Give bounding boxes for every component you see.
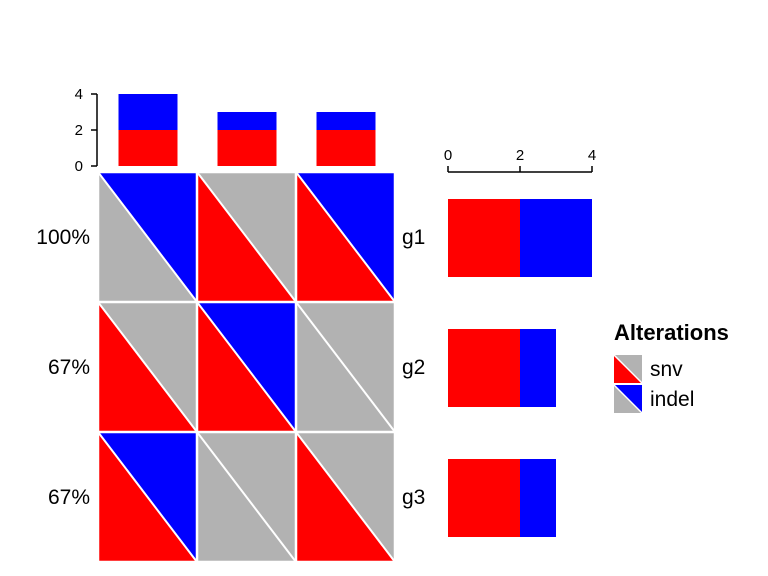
cell-diagonal — [97, 171, 198, 303]
legend-item-snv: snv — [613, 354, 683, 384]
gene-name-label: g1 — [402, 226, 425, 249]
legend-title: Alterations — [614, 320, 729, 345]
cell-diagonal — [196, 301, 297, 433]
matrix-cell — [97, 431, 198, 563]
right-axis-tick-label: 2 — [516, 147, 524, 164]
legend: Alterations snv indel — [613, 320, 729, 414]
cell-diagonal — [97, 431, 198, 563]
gene-percent-label: 67% — [48, 356, 90, 379]
gene-name-labels: g1 g2 g3 — [402, 226, 425, 509]
legend-key-diagonal — [613, 384, 643, 414]
matrix-cell — [196, 301, 297, 433]
top-bar-indel — [316, 112, 376, 130]
cell-diagonal — [295, 301, 396, 433]
matrix-cell — [196, 171, 297, 303]
right-axis-tick-label: 4 — [588, 147, 596, 164]
gene-name-label: g3 — [402, 486, 425, 509]
top-bar-snv — [316, 130, 376, 166]
top-axis-tick-label: 2 — [75, 122, 83, 139]
right-bar-snv — [448, 459, 520, 537]
cell-diagonal — [295, 171, 396, 303]
cell-diagonal — [196, 431, 297, 563]
legend-label: snv — [650, 358, 683, 381]
top-axis-tick-label: 0 — [75, 158, 83, 175]
legend-item-indel: indel — [613, 384, 694, 414]
right-bar-snv — [448, 329, 520, 407]
top-barplot-axis: 0 2 4 — [75, 86, 98, 175]
right-axis-tick-label: 0 — [444, 147, 452, 164]
gene-percent-label: 100% — [36, 226, 90, 249]
right-bar-indel — [520, 459, 556, 537]
cell-diagonal — [196, 171, 297, 303]
top-barplot — [118, 94, 376, 166]
matrix-cell — [295, 431, 396, 563]
right-bar-indel — [520, 329, 556, 407]
top-bar-indel — [118, 94, 178, 130]
cell-diagonal — [97, 301, 198, 433]
top-bar-indel — [217, 112, 277, 130]
right-barplot-axis: 0 2 4 — [444, 147, 596, 173]
legend-label: indel — [650, 388, 694, 411]
matrix-cell — [295, 301, 396, 433]
matrix-cell — [196, 431, 297, 563]
gene-name-label: g2 — [402, 356, 425, 379]
top-bar-snv — [217, 130, 277, 166]
right-barplot — [448, 199, 592, 537]
matrix-cell — [97, 171, 198, 303]
gene-percent-labels: 100% 67% 67% — [36, 226, 90, 509]
legend-key-diagonal — [613, 354, 643, 384]
right-bar-snv — [448, 199, 520, 277]
cell-diagonal — [295, 431, 396, 563]
matrix-cell — [295, 171, 396, 303]
right-bar-indel — [520, 199, 592, 277]
top-bar-snv — [118, 130, 178, 166]
alteration-matrix — [96, 170, 397, 564]
top-axis-tick-label: 4 — [75, 86, 83, 103]
gene-percent-label: 67% — [48, 486, 90, 509]
matrix-cell — [97, 301, 198, 433]
